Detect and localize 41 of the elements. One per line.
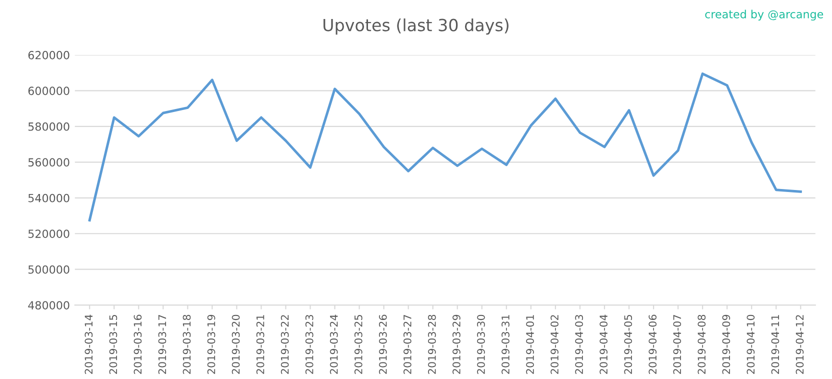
x-tick-label: 2019-03-15 [109,315,118,374]
x-tick-label: 2019-04-09 [722,314,730,374]
x-tick-label: 2019-04-02 [550,315,558,374]
x-tick-label: 2019-03-23 [305,314,314,374]
x-tick-label: 2019-03-14 [84,314,93,374]
x-tick-label: 2019-04-03 [575,314,583,374]
y-tick-label: 520000 [28,230,70,238]
y-tick-label: 600000 [28,86,70,96]
x-tick-label: 2019-04-11 [771,315,780,374]
x-tick-label: 2019-03-31 [502,315,510,374]
line-series [88,72,802,222]
x-tick-label: 2019-04-04 [600,314,608,374]
x-tick-label: 2019-03-29 [452,314,460,374]
x-tick-label: 2019-04-06 [648,314,657,374]
x-tick-label: 2019-03-20 [232,314,240,374]
x-tick-label: 2019-03-24 [330,314,338,374]
x-tick-label: 2019-04-12 [796,315,804,374]
x-tick-label: 2019-03-18 [182,314,191,374]
y-tick-label: 560000 [28,158,70,167]
x-tick-label: 2019-03-17 [158,315,166,374]
text: created by @arcange [705,10,824,21]
x-tick-label: 2019-04-05 [624,315,632,374]
x-tick-label: 2019-03-22 [280,315,289,374]
x-tick-label: 2019-03-28 [428,314,436,374]
x-tick-label: 2019-03-30 [477,314,485,374]
x-tick-label: 2019-03-19 [207,314,216,374]
x-tick-label: 2019-04-10 [746,314,755,374]
x-tick-label: 2019-03-21 [256,315,264,374]
x-tick-label: 2019-04-07 [673,315,682,374]
x-tick-label: 2019-03-27 [403,315,412,374]
x-tick-label: 2019-03-25 [354,315,362,374]
x-tick-label: 2019-04-01 [526,315,534,374]
y-tick-label: 540000 [28,194,70,202]
chart-title: Upvotes (last 30 days) [324,18,508,35]
y-tick-label: 480000 [28,301,70,310]
x-tick-label: 2019-04-08 [698,314,706,374]
y-tick-label: 500000 [28,265,70,274]
y-tick-label: 580000 [28,122,70,131]
y-tick-label: 620000 [28,50,70,60]
x-tick-label: 2019-03-26 [378,314,387,374]
x-tick-label: 2019-03-16 [134,314,142,374]
